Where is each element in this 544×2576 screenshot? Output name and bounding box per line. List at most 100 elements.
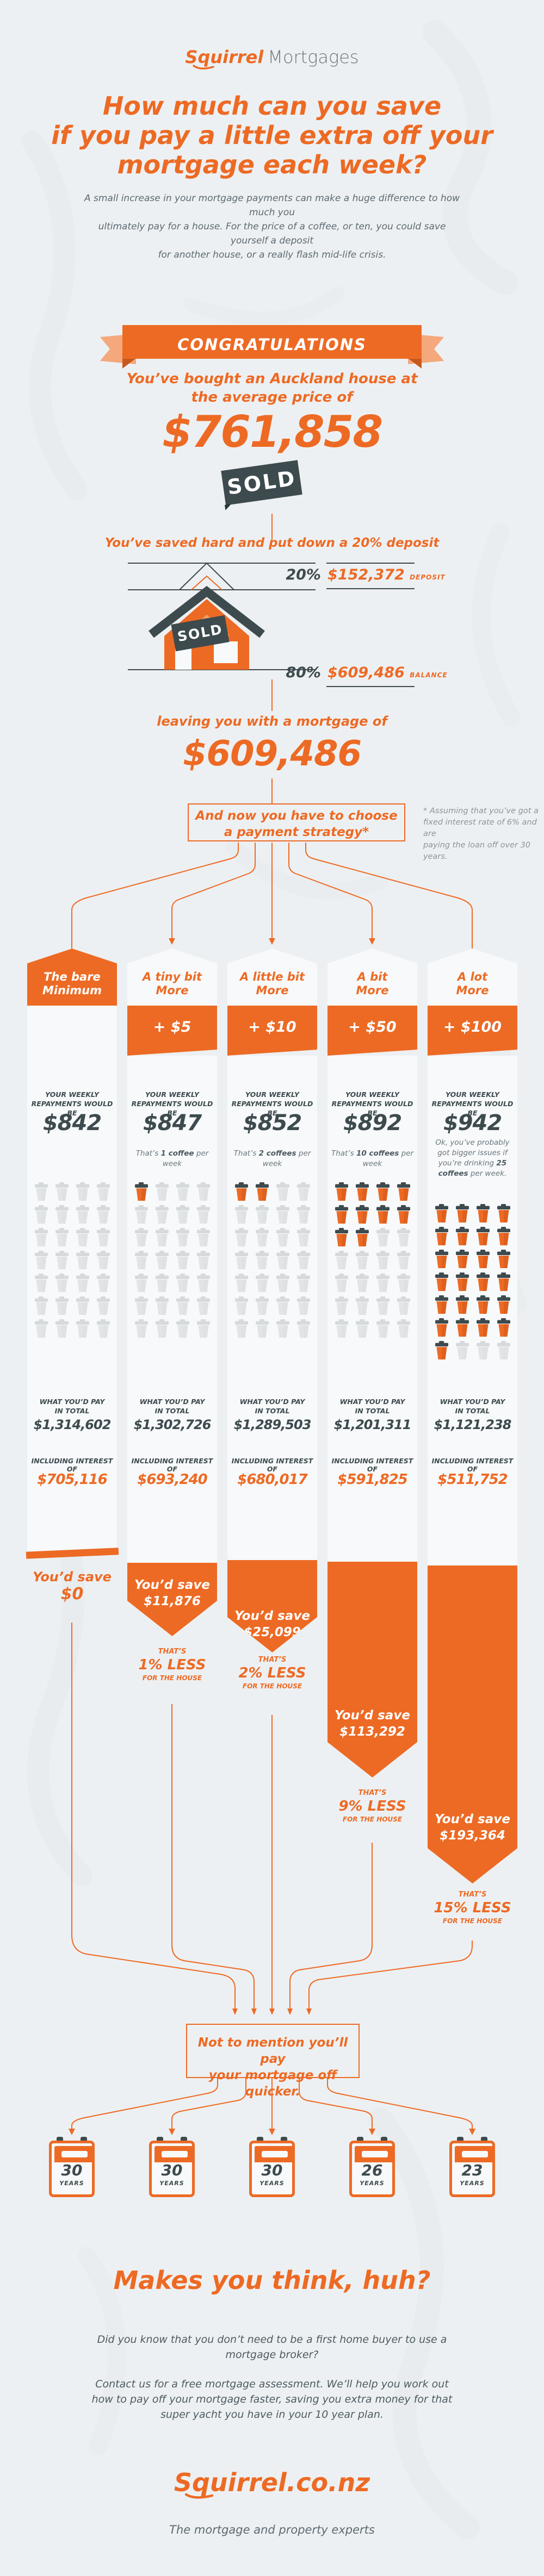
coffee-cup-icon: [296, 1251, 310, 1269]
coffee-cup-icon: [397, 1228, 410, 1246]
connector-line: [271, 679, 273, 711]
strategy-footnote: * Assuming that you’ve got a fixed inter…: [423, 806, 540, 863]
mortgage-amount: $609,486: [182, 734, 362, 774]
coffee-cup-icon: [55, 1296, 69, 1315]
congrats-subtitle: You’ve bought an Auckland house at the a…: [0, 370, 544, 407]
coffee-cup-icon: [176, 1319, 189, 1338]
coffee-cup-icon: [155, 1274, 169, 1292]
calendar-years-label: YEARS: [259, 2180, 285, 2187]
coffee-cup-grid: [327, 1182, 417, 1338]
outro-line: how to pay off your mortgage faster, sav…: [91, 2393, 453, 2405]
coffee-cup-icon: [176, 1274, 189, 1292]
coffee-cup-icon: [255, 1205, 269, 1224]
coffee-cup-icon: [76, 1274, 89, 1292]
outro-paragraph-1: Did you know that you don’t need to be a…: [0, 2332, 544, 2362]
percent-less-caption: THAT’S 1% LESS FOR THE HOUSE: [138, 1648, 206, 1682]
coffee-cup-icon: [435, 1341, 448, 1359]
coffee-cup-icon: [476, 1273, 490, 1291]
savings-note: You’d save $0: [33, 1569, 112, 1604]
calendar-years-value: 30: [61, 2161, 83, 2179]
coffee-cup-icon: [76, 1296, 89, 1315]
coffee-cup-icon: [55, 1274, 69, 1292]
interest-value: $591,825: [337, 1471, 408, 1488]
coffee-cup-icon: [234, 1182, 248, 1201]
weekly-repayment-value: $892: [343, 1111, 402, 1136]
extra-payment-band: + $5: [127, 1006, 217, 1056]
coffee-cup-icon: [497, 1250, 510, 1268]
coffee-cup-icon: [455, 1341, 469, 1359]
logo-swoosh-icon: [193, 65, 215, 70]
outro-line: super yacht you have in your 10 year pla…: [160, 2409, 384, 2421]
column-header: The bare Minimum: [27, 949, 117, 1006]
coffee-cup-icon: [76, 1319, 89, 1338]
page-title: How much can you save if you pay a littl…: [0, 91, 544, 179]
coffee-cup-icon: [497, 1273, 510, 1291]
coffee-cup-icon: [397, 1182, 410, 1201]
coffee-cup-icon: [397, 1296, 410, 1315]
calendar-23-years: 23 YEARS: [449, 2137, 495, 2197]
coffee-cup-icon: [134, 1205, 148, 1224]
congrats-subtitle-line: You’ve bought an Auckland house at: [126, 371, 418, 387]
strategy-line: a payment strategy*: [224, 825, 369, 839]
strategy-column-tiny-bit-more: A tiny bit More + $5 YOUR WEEKLY REPAYMENT…: [127, 949, 217, 1943]
coffee-cup-icon: [435, 1227, 448, 1245]
coffee-cup-grid: [127, 1182, 217, 1338]
coffee-cup-icon: [196, 1205, 210, 1224]
total-pay-label: WHAT YOU’D PAY IN TOTAL: [239, 1398, 305, 1415]
coffee-cup-icon: [355, 1274, 369, 1292]
intro-line: for another house, or a really flash mid…: [158, 250, 386, 260]
outro-line: mortgage broker?: [225, 2349, 319, 2361]
calendar-icon: [49, 2141, 95, 2197]
coffee-cup-icon: [196, 1251, 210, 1269]
balance-label: BALANCE: [410, 671, 448, 679]
calendar-icon: [249, 2141, 295, 2197]
title-line: mortgage each week?: [117, 150, 427, 179]
strategy-column-little-bit-more: A little bit More + $10 YOUR WEEKLY REPAYM…: [227, 949, 317, 1943]
calendar-icon: [449, 2141, 495, 2197]
title-line: if you pay a little extra off your: [51, 121, 493, 150]
congratulations-banner: CONGRATULATIONS: [177, 335, 367, 354]
coffee-cup-icon: [335, 1296, 348, 1315]
coffee-cup-icon: [435, 1295, 448, 1314]
coffee-cup-icon: [234, 1228, 248, 1246]
interest-value: $693,240: [137, 1471, 208, 1488]
coffee-cup-icon: [497, 1227, 510, 1245]
coffee-cup-icon: [376, 1296, 390, 1315]
coffee-cup-icon: [234, 1251, 248, 1269]
total-pay-label: WHAT YOU’D PAY IN TOTAL: [440, 1398, 505, 1415]
coffee-cup-icon: [134, 1182, 148, 1201]
coffee-cup-icon: [196, 1296, 210, 1315]
coffee-cup-icon: [296, 1274, 310, 1292]
logo-swoosh-icon: [184, 2493, 213, 2499]
coffee-cup-icon: [155, 1319, 169, 1338]
coffee-cup-icon: [376, 1228, 390, 1246]
footnote-line: * Assuming that you’ve got a: [423, 807, 539, 815]
coffee-cup-grid: [227, 1182, 317, 1338]
coffee-cup-icon: [34, 1182, 48, 1201]
strategy-column-bit-more: A bit More + $50 YOUR WEEKLY REPAYMENTS WO…: [327, 949, 417, 1943]
coffee-cup-icon: [276, 1319, 289, 1338]
coffee-cup-icon: [335, 1274, 348, 1292]
outro-line: Contact us for a free mortgage assessmen…: [95, 2378, 449, 2390]
coffee-cup-icon: [155, 1296, 169, 1315]
footer-tagline: The mortgage and property experts: [169, 2523, 375, 2536]
coffee-cup-icon: [196, 1319, 210, 1338]
coffee-cup-grid: [27, 1182, 117, 1338]
coffee-cup-icon: [276, 1296, 289, 1315]
coffee-cup-icon: [476, 1318, 490, 1337]
coffee-cup-icon: [355, 1205, 369, 1224]
footer-logo-link[interactable]: Squirrel.co.nz: [0, 2468, 544, 2499]
coffee-cup-icon: [276, 1205, 289, 1224]
extra-payment-band: + $100: [428, 1006, 517, 1056]
coffee-cup-icon: [55, 1251, 69, 1269]
coffee-cup-icon: [476, 1341, 490, 1359]
coffee-cup-icon: [255, 1182, 269, 1201]
intro-line: ultimately pay for a house. For the pric…: [98, 221, 446, 246]
interest-value: $680,017: [237, 1471, 308, 1488]
total-pay-value: $1,302,726: [133, 1417, 212, 1432]
coffee-cup-icon: [234, 1205, 248, 1224]
weekly-repayment-label: YOUR WEEKLY REPAYMENTS WOULD BE: [431, 1090, 514, 1117]
coffee-cup-icon: [296, 1296, 310, 1315]
coffee-cup-icon: [196, 1228, 210, 1246]
column-header: A little bit More: [227, 949, 317, 1006]
